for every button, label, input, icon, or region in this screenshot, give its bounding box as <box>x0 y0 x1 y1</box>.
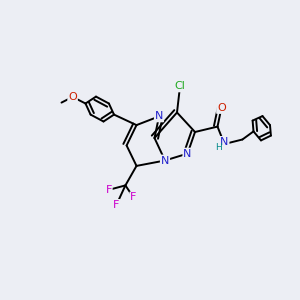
Text: O: O <box>217 103 226 113</box>
Text: F: F <box>105 185 112 195</box>
Text: H: H <box>216 143 222 152</box>
Text: N: N <box>220 137 229 147</box>
Text: N: N <box>183 148 192 159</box>
Text: F: F <box>130 192 137 203</box>
Text: Cl: Cl <box>175 81 185 92</box>
Text: O: O <box>68 92 77 102</box>
Text: N: N <box>161 155 169 166</box>
Text: F: F <box>113 200 120 210</box>
Text: N: N <box>155 111 163 122</box>
